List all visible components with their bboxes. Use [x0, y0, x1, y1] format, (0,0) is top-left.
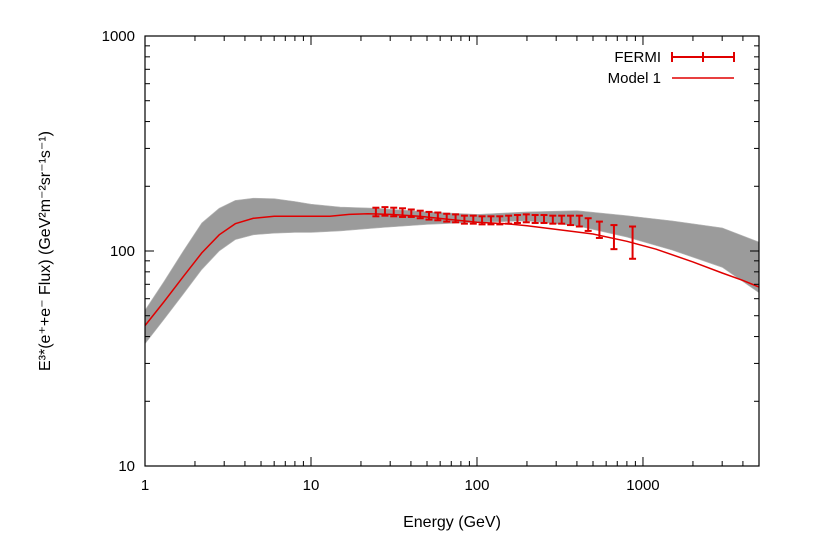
- fermi-errorbar: [434, 211, 442, 222]
- fermi-errorbar: [443, 212, 451, 223]
- fermi-series: [372, 206, 637, 260]
- x-tick-label: 1: [141, 477, 149, 494]
- legend: FERMI Model 1: [608, 49, 735, 87]
- axis-ticks: [144, 35, 760, 467]
- fermi-errorbar: [505, 214, 513, 225]
- y-tick-label: 10: [118, 458, 135, 475]
- y-tick-label: 100: [110, 243, 135, 260]
- x-tick-label: 100: [464, 477, 489, 494]
- fermi-errorbar: [522, 213, 530, 224]
- x-tick-labels: 1 10 100 1000: [141, 477, 660, 494]
- fermi-errorbar: [629, 225, 637, 260]
- fermi-errorbar: [452, 213, 460, 224]
- fermi-errorbar: [407, 208, 415, 218]
- fermi-errorbar: [549, 214, 557, 225]
- fermi-errorbar: [390, 206, 398, 218]
- fermi-errorbar: [478, 215, 486, 226]
- fermi-errorbar: [372, 206, 380, 218]
- fermi-errorbar: [513, 214, 521, 224]
- fermi-errorbar: [399, 207, 407, 218]
- plot-frame: [144, 35, 760, 467]
- legend-swatch-fermi: [671, 52, 735, 62]
- fermi-errorbar: [496, 215, 504, 226]
- fermi-errorbar: [610, 224, 618, 251]
- fermi-errorbar: [425, 210, 433, 221]
- fermi-errorbar: [566, 214, 574, 227]
- legend-label-model-1: Model 1: [608, 70, 661, 87]
- x-tick-label: 1000: [626, 477, 659, 494]
- fermi-errorbar: [381, 206, 389, 217]
- y-axis-title: E³*(e⁺+e⁻ Flux) (GeV²m⁻²sr⁻¹s⁻¹): [37, 131, 54, 371]
- fermi-errorbar: [584, 217, 592, 232]
- model-1-series: [144, 213, 760, 327]
- model-1-line: [144, 213, 760, 327]
- fermi-errorbar: [487, 215, 495, 226]
- fermi-errorbar: [575, 214, 583, 228]
- x-tick-label: 10: [303, 477, 320, 494]
- fermi-errorbar: [469, 214, 477, 225]
- fermi-errorbar: [558, 214, 566, 225]
- y-tick-labels: 10 100 1000: [102, 28, 135, 475]
- fermi-errorbar: [416, 209, 424, 220]
- fermi-errorbar: [531, 214, 539, 224]
- x-axis-title: Energy (GeV): [403, 514, 501, 531]
- legend-label-fermi: FERMI: [614, 49, 661, 66]
- fermi-errorbar: [540, 214, 548, 224]
- y-tick-label: 1000: [102, 28, 135, 45]
- fermi-errorbar: [460, 214, 468, 225]
- fermi-errorbar: [595, 220, 603, 239]
